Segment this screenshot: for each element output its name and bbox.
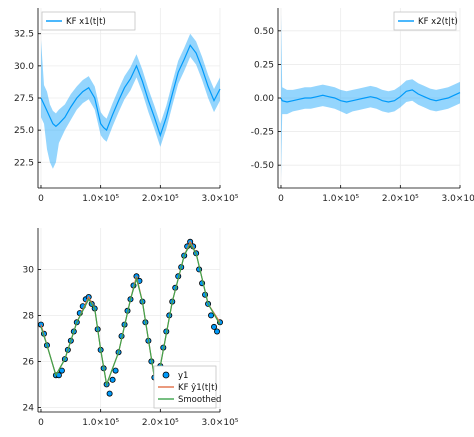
x-tick-label: 3.0×10⁵	[202, 418, 239, 428]
legend-label: y1	[178, 371, 188, 381]
x-tick-label: 0	[38, 418, 44, 428]
x-tick-label: 1.0×10⁵	[322, 194, 359, 204]
x-tick-label: 2.0×10⁵	[142, 194, 179, 204]
y-tick-label: 24	[23, 403, 35, 413]
series-2-line	[40, 240, 221, 387]
series-1-line	[40, 44, 221, 138]
y-tick-label: 28	[23, 311, 35, 321]
y-tick-label: -0.25	[251, 128, 274, 138]
y-tick-label: -0.50	[251, 161, 275, 171]
y-tick-label: 0.00	[254, 94, 274, 104]
legend-marker	[162, 371, 170, 379]
data-point	[106, 390, 113, 397]
legend: KF x1(t|t)	[41, 11, 136, 31]
x-tick-label: 3.0×10⁵	[202, 194, 239, 204]
series-1-line	[280, 89, 461, 103]
y-tick-label: 0.50	[254, 27, 274, 37]
y-tick-label: 27.5	[14, 94, 34, 104]
x-tick-label: 1.0×10⁵	[82, 194, 119, 204]
x-tick-label: 0	[278, 194, 284, 204]
y-tick-label: 0.25	[254, 60, 274, 70]
chart-panel-3: 0 1.0×10⁵ 2.0×10⁵ 3.0×10⁵ 24 26 28 30 y1 KF ŷ1(t|…	[23, 228, 239, 428]
y-tick-label: 22.5	[14, 158, 34, 168]
data-point	[211, 323, 218, 330]
y-tick-label: 30.0	[14, 62, 34, 72]
data-point	[109, 376, 116, 383]
x-tick-label: 2.0×10⁵	[382, 194, 419, 204]
y-tick-label: 32.5	[14, 30, 34, 40]
legend-label: KF ŷ1(t|t)	[178, 383, 218, 393]
legend-label: KF x2(t|t)	[418, 17, 458, 27]
legend: y1 KF ŷ1(t|t) Smoothed	[153, 365, 221, 409]
legend: KF x2(t|t)	[393, 11, 458, 31]
y-tick-label: 30	[23, 265, 35, 275]
y-tick-label: 25.0	[14, 126, 34, 136]
data-point	[58, 367, 65, 374]
legend-label: Smoothed	[178, 395, 221, 405]
series-3-line	[40, 242, 221, 387]
y-tick-label: 26	[23, 357, 35, 367]
legend-box	[393, 11, 457, 31]
data-point	[112, 367, 119, 374]
data-point	[214, 328, 221, 335]
chart-panel-2: 0 1.0×10⁵ 2.0×10⁵ 3.0×10⁵ -0.50 -0.25 0.00 0.25…	[251, 8, 474, 204]
chart-panel-1: 0 1.0×10⁵ 2.0×10⁵ 3.0×10⁵ 22.5 25.0 27.5 30.0 32…	[14, 8, 239, 204]
series-1-ribbon	[41, 33, 220, 169]
x-tick-label: 3.0×10⁵	[442, 194, 474, 204]
x-tick-label: 0	[38, 194, 44, 204]
legend-box	[41, 11, 136, 31]
x-tick-label: 2.0×10⁵	[142, 418, 179, 428]
data-point	[208, 312, 215, 319]
x-tick-label: 1.0×10⁵	[82, 418, 119, 428]
legend-label: KF x1(t|t)	[66, 17, 106, 27]
